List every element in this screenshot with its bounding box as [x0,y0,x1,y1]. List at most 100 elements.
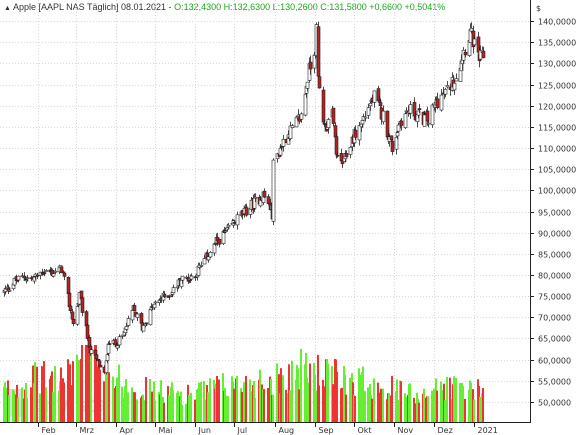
candle-down[interactable] [435,98,440,108]
candle-up[interactable] [258,199,263,207]
candle-up[interactable] [281,139,286,147]
candle-up[interactable] [208,252,213,258]
candle-up[interactable] [148,309,153,326]
candle-up[interactable] [115,345,120,349]
candle-up[interactable] [416,110,421,116]
candle-down[interactable] [85,324,90,339]
candle-up[interactable] [189,275,194,280]
candle-down[interactable] [71,319,76,324]
candle-down[interactable] [68,305,73,311]
candle-down[interactable] [144,322,149,325]
candle-up[interactable] [175,286,180,289]
candle-down[interactable] [279,146,284,148]
candle-down[interactable] [463,51,468,56]
candle-up[interactable] [235,214,240,226]
candle-down[interactable] [98,365,103,368]
candle-up[interactable] [117,336,122,346]
candle-up[interactable] [106,343,111,354]
candle-up[interactable] [253,196,258,199]
candle-up[interactable] [171,287,176,294]
candle-down[interactable] [59,266,64,273]
candle-up[interactable] [223,230,228,233]
candle-up[interactable] [152,303,157,309]
candle-down[interactable] [113,339,118,346]
candle-up[interactable] [206,256,211,261]
candle-up[interactable] [305,81,310,89]
candle-down[interactable] [476,36,481,53]
candle-down[interactable] [335,154,340,157]
candle-up[interactable] [445,85,450,88]
candle-up[interactable] [408,104,413,114]
candle-down[interactable] [262,190,267,198]
candle-up[interactable] [403,113,408,128]
candle-down[interactable] [378,102,383,107]
candle-up[interactable] [396,124,401,132]
candle-down[interactable] [321,89,326,123]
candle-up[interactable] [299,113,304,120]
candle-up[interactable] [395,132,400,137]
candle-down[interactable] [35,274,40,277]
candle-down[interactable] [61,271,66,274]
candle-up[interactable] [24,279,29,282]
candle-up[interactable] [141,325,146,332]
candle-up[interactable] [130,309,135,321]
candle-down[interactable] [22,275,27,279]
candle-down[interactable] [317,76,322,89]
candle-up[interactable] [120,334,125,337]
candle-down[interactable] [42,272,47,274]
candle-up[interactable] [135,313,140,318]
candle-down[interactable] [217,239,222,245]
candle-up[interactable] [366,107,371,116]
candle-up[interactable] [454,78,459,82]
candle-down[interactable] [322,123,327,125]
candle-up[interactable] [271,159,276,222]
candle-up[interactable] [326,119,331,128]
candle-up[interactable] [381,110,386,123]
candle-up[interactable] [461,49,466,61]
candle-up[interactable] [180,275,185,281]
candle-up[interactable] [357,125,362,141]
candle-up[interactable] [394,136,399,150]
candle-down[interactable] [339,153,344,162]
candles[interactable] [2,21,486,375]
candle-up[interactable] [348,147,353,155]
candle-down[interactable] [389,135,394,140]
candle-down[interactable] [425,110,430,122]
candle-up[interactable] [288,125,293,139]
candle-down[interactable] [132,305,137,312]
candle-up[interactable] [360,120,365,125]
candle-up[interactable] [278,147,283,156]
candle-up[interactable] [7,289,12,292]
candle-up[interactable] [153,301,158,304]
candle-down[interactable] [481,51,486,58]
candle-up[interactable] [452,82,457,91]
candle-down[interactable] [353,130,358,138]
candle-up[interactable] [12,277,17,286]
candle-down[interactable] [193,276,198,279]
candle-up[interactable] [202,258,207,265]
candle-up[interactable] [286,134,291,145]
candle-up[interactable] [243,205,248,208]
candle-up[interactable] [226,224,231,228]
candle-up[interactable] [469,28,474,32]
candle-down[interactable] [334,136,339,155]
candle-up[interactable] [75,306,80,325]
candle-down[interactable] [340,159,345,165]
candle-up[interactable] [426,122,431,125]
candle-up[interactable] [53,270,58,273]
candle-up[interactable] [472,38,477,46]
candle-up[interactable] [32,276,37,282]
candle-up[interactable] [169,294,174,297]
candle-down[interactable] [417,108,422,111]
candle-up[interactable] [25,277,30,279]
candle-up[interactable] [363,116,368,119]
candle-up[interactable] [430,104,435,126]
candle-down[interactable] [66,277,71,295]
candle-up[interactable] [89,349,94,354]
candle-down[interactable] [331,107,336,124]
candle-up[interactable] [368,103,373,107]
candle-up[interactable] [422,114,427,127]
candle-up[interactable] [16,275,21,281]
candle-down[interactable] [399,120,404,126]
candle-down[interactable] [107,343,112,345]
